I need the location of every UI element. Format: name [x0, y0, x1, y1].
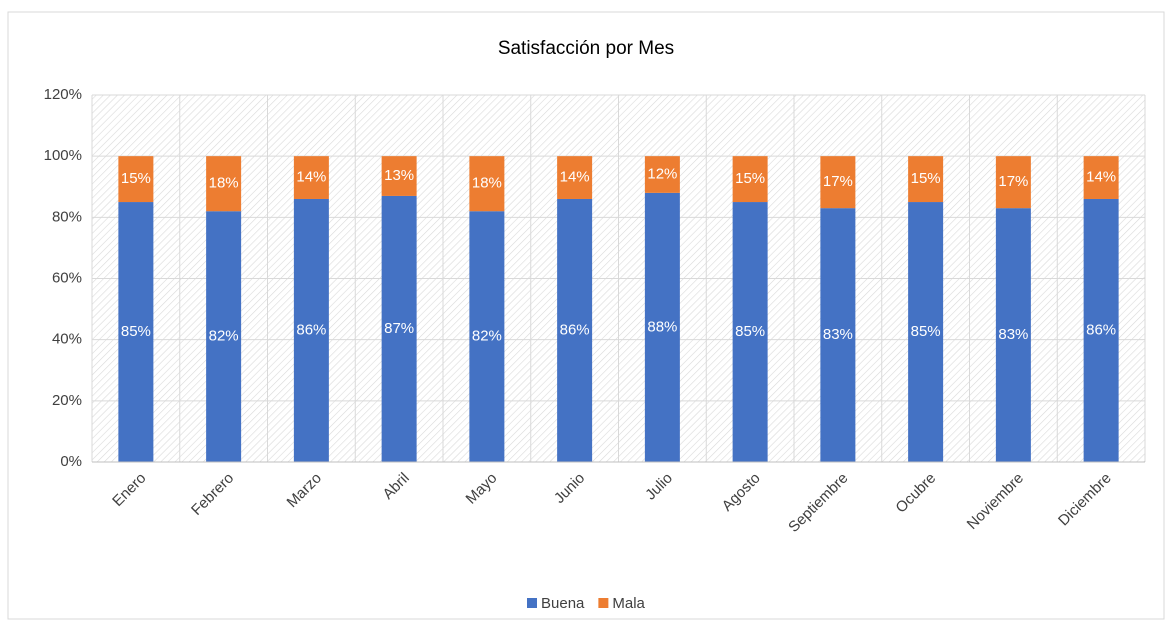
value-label: 14%: [560, 169, 590, 186]
legend-label: Buena: [541, 595, 585, 612]
value-label: 83%: [823, 326, 853, 343]
value-label: 85%: [121, 323, 151, 340]
value-label: 17%: [823, 173, 853, 190]
legend-swatch: [527, 598, 537, 608]
legend-label: Mala: [612, 595, 645, 612]
bar-segment: [732, 156, 768, 203]
value-label: 14%: [296, 169, 326, 186]
value-label: 18%: [472, 175, 502, 192]
value-label: 82%: [472, 328, 502, 345]
y-tick-label: 120%: [44, 86, 82, 103]
bar-segment: [1083, 198, 1119, 462]
bar-segment: [206, 211, 242, 462]
value-label: 17%: [998, 173, 1028, 190]
y-tick-label: 60%: [52, 269, 82, 286]
bar-segment: [293, 198, 329, 462]
chart-title: Satisfacción por Mes: [498, 38, 674, 59]
value-label: 87%: [384, 320, 414, 337]
bar-segment: [381, 156, 417, 196]
bar-segment: [995, 156, 1031, 209]
bar-segment: [644, 156, 680, 193]
bar-segment: [469, 156, 505, 212]
value-label: 15%: [121, 170, 151, 187]
y-tick-label: 20%: [52, 392, 82, 409]
value-label: 86%: [560, 321, 590, 338]
value-label: 86%: [296, 321, 326, 338]
value-label: 15%: [911, 170, 941, 187]
value-label: 83%: [998, 326, 1028, 343]
bar-segment: [118, 156, 154, 203]
value-label: 13%: [384, 167, 414, 184]
bar-segment: [732, 202, 768, 462]
bar-segment: [557, 156, 593, 199]
value-label: 85%: [735, 323, 765, 340]
value-label: 15%: [735, 170, 765, 187]
bar-segment: [908, 202, 944, 462]
bar-segment: [293, 156, 329, 199]
value-label: 18%: [209, 175, 239, 192]
bar-segment: [118, 202, 154, 462]
legend-swatch: [598, 598, 609, 608]
y-tick-label: 100%: [44, 147, 82, 164]
value-label: 85%: [911, 323, 941, 340]
bar-segment: [206, 156, 242, 212]
bar-segment: [995, 208, 1031, 462]
value-label: 14%: [1086, 169, 1116, 186]
value-label: 88%: [647, 318, 677, 335]
bar-segment: [557, 198, 593, 462]
y-tick-label: 80%: [52, 208, 82, 225]
bar-segment: [381, 195, 417, 463]
bar-segment: [1083, 156, 1119, 199]
bar-segment: [820, 208, 856, 462]
y-tick-label: 40%: [52, 331, 82, 348]
bar-segment: [820, 156, 856, 209]
value-label: 82%: [209, 328, 239, 345]
value-label: 12%: [647, 165, 677, 182]
bar-segment: [469, 211, 505, 462]
bar-segment: [644, 192, 680, 462]
bar-segment: [908, 156, 944, 203]
y-tick-label: 0%: [60, 453, 82, 470]
value-label: 86%: [1086, 321, 1116, 338]
